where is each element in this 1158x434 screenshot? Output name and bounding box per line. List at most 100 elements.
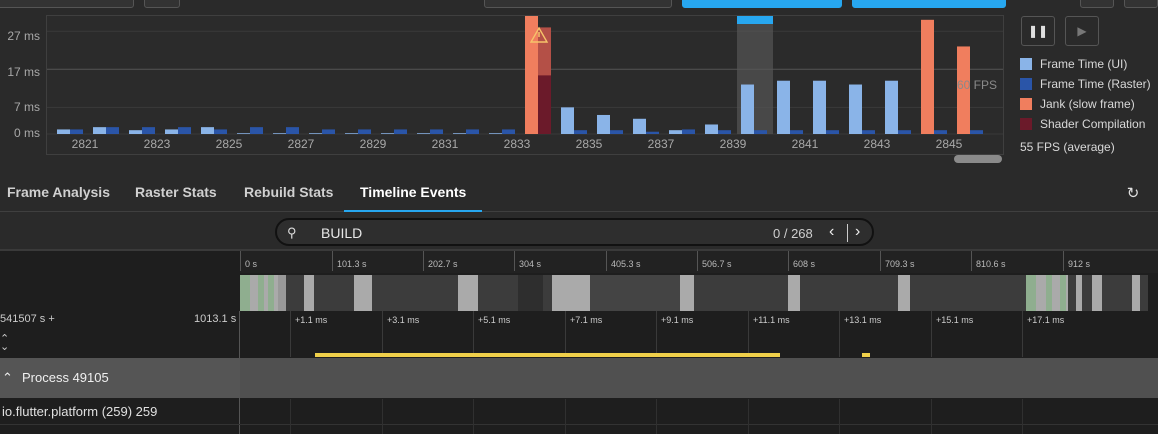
x-tick-label: 2843	[863, 137, 891, 151]
timeline-view[interactable]: 0 s 101.3 s 202.7 s 304 s 405.3 s 506.7 …	[0, 249, 1158, 434]
detail-tick: +7.1 ms	[565, 311, 602, 357]
ui-bar	[237, 133, 250, 134]
overview-block	[518, 275, 543, 311]
toolbar-primary-button[interactable]	[852, 0, 1006, 8]
raster-bar	[970, 130, 983, 134]
chart-scrollbar-thumb[interactable]	[954, 155, 1002, 163]
x-tick-label: 2829	[359, 137, 387, 151]
average-fps: 55 FPS (average)	[1020, 140, 1115, 154]
grid-line	[290, 399, 291, 434]
jank-bar	[525, 16, 538, 134]
detail-tick: +11.1 ms	[748, 311, 790, 357]
build-event-bar[interactable]	[862, 353, 870, 357]
toolbar-button[interactable]	[1080, 0, 1114, 8]
overview-strip[interactable]	[240, 275, 1148, 311]
overview-tick: 810.6 s	[971, 251, 1006, 271]
ui-bar	[453, 133, 466, 134]
frame-chart[interactable]: 60 FPS 2821 2823 2825 2827 2829 2831 2833 2835 2…	[46, 15, 1004, 155]
ui-bar	[813, 80, 826, 134]
tab-rebuild-stats[interactable]: Rebuild Stats	[244, 184, 334, 200]
overview-block	[898, 275, 910, 311]
overview-block	[304, 275, 314, 311]
tab-frame-analysis[interactable]: Frame Analysis	[7, 184, 110, 200]
raster-bar	[826, 130, 839, 134]
x-tick-label: 2841	[791, 137, 819, 151]
grid-line	[382, 399, 383, 434]
raster-bar	[142, 127, 155, 134]
overview-ruler: 0 s 101.3 s 202.7 s 304 s 405.3 s 506.7 …	[240, 251, 1158, 273]
detail-tick: +13.1 ms	[839, 311, 881, 357]
chart-legend: Frame Time (UI) Frame Time (Raster) Jank…	[1020, 54, 1151, 134]
y-tick-label: 0 ms	[13, 126, 40, 140]
resume-button[interactable]: ▶	[1065, 16, 1099, 46]
jank-bar	[957, 46, 970, 134]
overview-block	[1060, 275, 1066, 311]
legend-swatch	[1020, 118, 1032, 130]
overview-block	[552, 275, 590, 311]
overview-block	[240, 275, 250, 311]
process-row[interactable]: ⌃ Process 49105	[0, 358, 1158, 398]
ui-bar	[633, 118, 646, 134]
grid-line	[473, 399, 474, 434]
raster-bar	[502, 129, 515, 134]
build-event-bar[interactable]	[315, 353, 780, 357]
pause-button[interactable]: ❚❚	[1021, 16, 1055, 46]
detail-tick: +15.1 ms	[931, 311, 973, 357]
detail-tick: +5.1 ms	[473, 311, 510, 357]
toolbar-button[interactable]	[144, 0, 180, 8]
detail-tick: +1.1 ms	[290, 311, 327, 357]
raster-bar	[106, 127, 119, 134]
x-tick-label: 2833	[503, 137, 531, 151]
legend-label: Shader Compilation	[1040, 117, 1146, 131]
expand-collapse-icon[interactable]: ⌃ ⌄	[0, 333, 10, 353]
ui-bar	[57, 129, 70, 134]
raster-bar	[754, 130, 767, 134]
ui-bar	[849, 84, 862, 134]
ui-bar	[561, 107, 574, 134]
search-bar: ⚲ 0 / 268 ‹ ›	[275, 218, 874, 246]
ui-bar	[417, 133, 430, 134]
tab-timeline-events[interactable]: Timeline Events	[344, 174, 483, 212]
overview-tick: 912 s	[1063, 251, 1090, 271]
x-tick-label: 2827	[287, 137, 315, 151]
legend-swatch	[1020, 98, 1032, 110]
legend-item: Jank (slow frame)	[1020, 94, 1151, 114]
tab-raster-stats[interactable]: Raster Stats	[135, 184, 217, 200]
ui-bar	[345, 133, 358, 134]
warning-icon	[529, 26, 549, 43]
play-icon: ▶	[1077, 24, 1087, 38]
grid-line	[656, 399, 657, 434]
legend-item: Frame Time (Raster)	[1020, 74, 1151, 94]
refresh-icon[interactable]: ↻	[1126, 185, 1140, 202]
divider	[847, 224, 848, 242]
thread-row[interactable]: io.flutter.platform (259) 259	[0, 399, 1158, 425]
frame-chart-svg[interactable]	[47, 16, 1003, 154]
toolbar-primary-button[interactable]	[682, 0, 842, 8]
legend-item: Shader Compilation	[1020, 114, 1151, 134]
toolbar-button[interactable]	[0, 0, 134, 8]
search-icon: ⚲	[287, 225, 297, 240]
search-match-count: 0 / 268	[773, 226, 813, 241]
toolbar-button[interactable]	[1124, 0, 1158, 8]
x-tick-label: 2839	[719, 137, 747, 151]
overview-block	[458, 275, 478, 311]
overview-block	[278, 275, 286, 311]
toolbar-dropdown[interactable]	[484, 0, 672, 8]
chevron-up-icon[interactable]: ⌃	[2, 370, 13, 385]
raster-bar	[214, 129, 227, 134]
thread-label: io.flutter.platform (259) 259	[2, 404, 158, 419]
raster-bar	[862, 130, 875, 134]
search-input[interactable]	[321, 224, 741, 242]
previous-match-icon[interactable]: ‹	[829, 223, 835, 240]
next-match-icon[interactable]: ›	[855, 223, 861, 240]
raster-bar	[178, 127, 191, 134]
overview-tick: 0 s	[240, 251, 257, 271]
overview-block	[680, 275, 694, 311]
legend-label: Frame Time (Raster)	[1040, 77, 1151, 91]
ui-bar	[597, 114, 610, 134]
raster-bar	[574, 130, 587, 134]
target-fps-label: 60 FPS	[956, 78, 997, 92]
raster-bar	[646, 131, 659, 134]
ui-bar	[381, 133, 394, 134]
detail-tick: +17.1 ms	[1022, 311, 1064, 357]
